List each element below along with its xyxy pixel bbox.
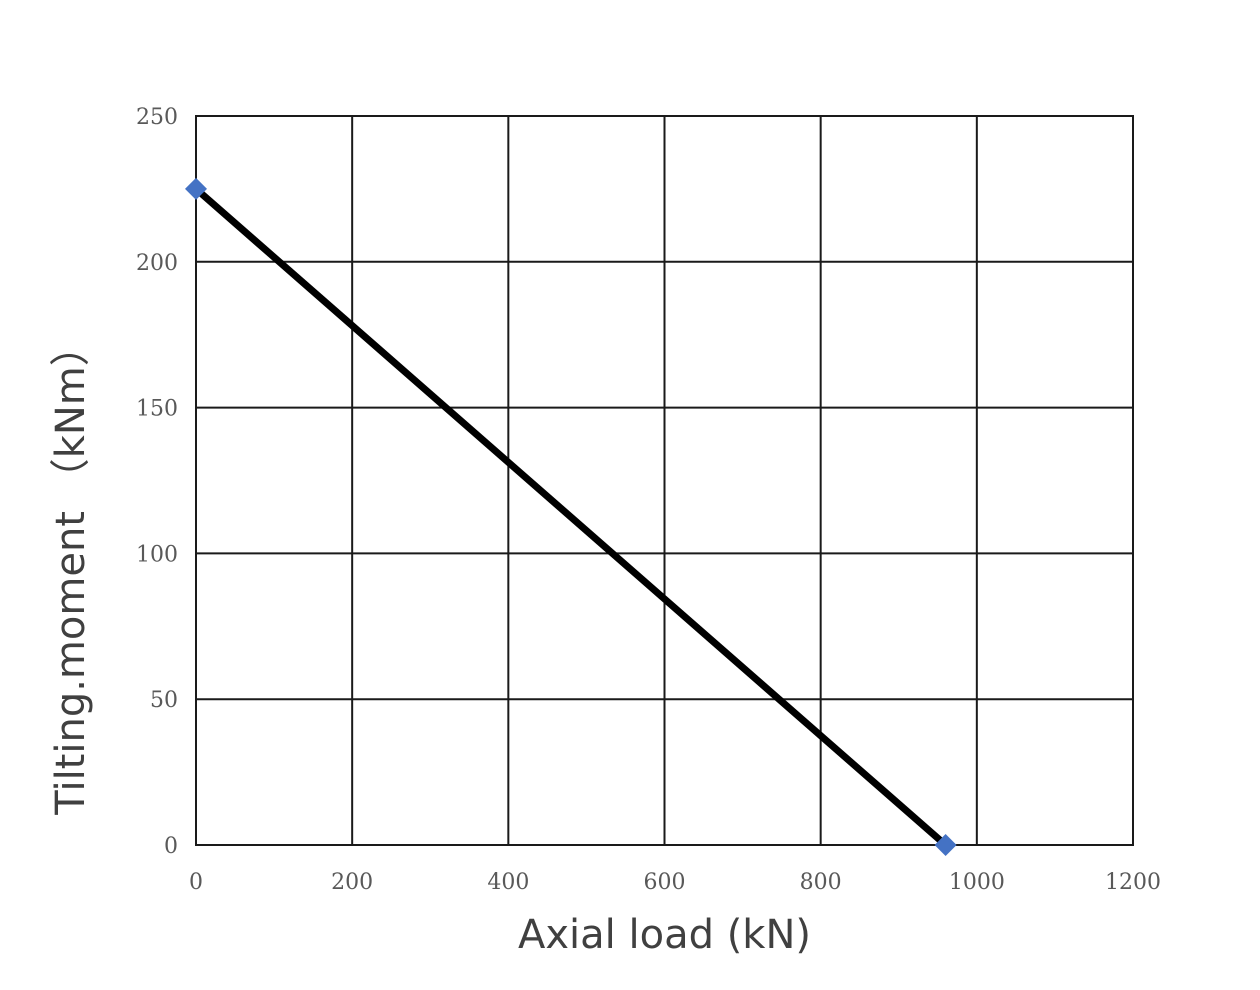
x-tick-labels: 0 200 400 600 800 1000 1200: [189, 870, 1161, 895]
y-tick-label: 50: [150, 688, 178, 713]
y-tick-label: 250: [136, 105, 178, 130]
grid: [195, 115, 1134, 846]
x-tick-label: 1000: [949, 870, 1005, 895]
x-tick-label: 1200: [1105, 870, 1161, 895]
x-axis-title: Axial load (kN): [518, 912, 811, 958]
y-tick-label: 200: [136, 251, 178, 276]
data-point-marker: [185, 177, 207, 200]
series-line: [193, 186, 948, 848]
x-tick-label: 600: [644, 870, 686, 895]
series-group: [185, 177, 957, 856]
x-tick-label: 200: [331, 870, 373, 895]
x-tick-label: 0: [189, 870, 203, 895]
y-tick-label: 100: [136, 542, 178, 567]
plot-area-border: [195, 115, 1134, 846]
x-tick-label: 400: [487, 870, 529, 895]
y-tick-label: 0: [164, 834, 178, 859]
y-axis-title: Tilting.moment （kNm）: [48, 326, 94, 816]
data-point-marker: [934, 834, 957, 856]
y-tick-label: 150: [136, 397, 178, 422]
y-tick-labels: 0 50 100 150 200 250: [136, 105, 178, 859]
x-tick-label: 800: [800, 870, 842, 895]
